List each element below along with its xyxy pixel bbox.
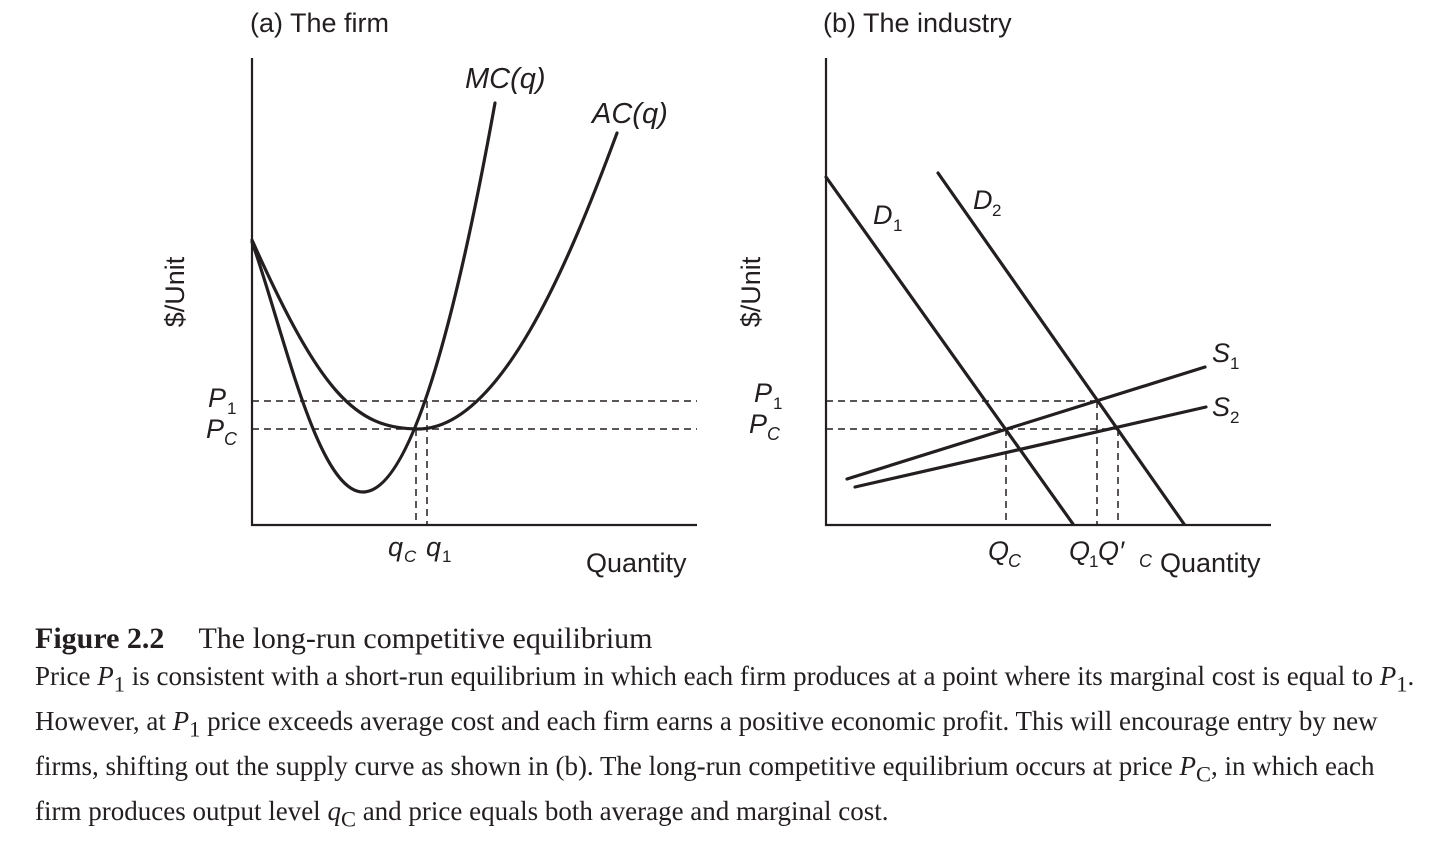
- panel-b-qpc-label: Q′ C: [1098, 536, 1153, 571]
- caption-figure-label: Figure 2.2: [35, 622, 165, 655]
- panel-a-y-axis-label: $/Unit: [160, 256, 190, 327]
- svg-text:1: 1: [442, 547, 451, 566]
- panel-a-axes: [250, 58, 697, 527]
- figure-caption: Figure 2.2 The long-run competitive equil…: [35, 620, 1425, 838]
- panel-a-q1-label: q 1: [426, 532, 451, 566]
- svg-text:S: S: [1212, 392, 1230, 422]
- svg-text:2: 2: [1230, 408, 1239, 427]
- ac-curve: [250, 131, 619, 431]
- panel-a-p1-label: P 1: [208, 383, 236, 418]
- svg-text:Q′: Q′: [1098, 536, 1125, 566]
- caption-heading: Figure 2.2 The long-run competitive equil…: [35, 620, 1425, 658]
- d2-curve: [936, 171, 1186, 526]
- svg-text:1: 1: [773, 394, 782, 413]
- panel-b-qc-label: Q C: [988, 536, 1022, 571]
- svg-text:C: C: [767, 424, 781, 444]
- panel-b-q1-label: Q 1: [1069, 536, 1098, 571]
- svg-text:C: C: [404, 547, 417, 566]
- svg-text:1: 1: [1230, 354, 1239, 373]
- svg-text:q: q: [388, 532, 403, 562]
- svg-text:1: 1: [227, 399, 236, 418]
- svg-text:C: C: [224, 429, 238, 449]
- caption-body: Price P1 is consistent with a short-run …: [35, 661, 1415, 832]
- panel-a-qc-label: q C: [388, 532, 417, 566]
- svg-text:P: P: [749, 409, 767, 439]
- mc-curve-label: MC(q): [465, 63, 546, 95]
- svg-text:2: 2: [992, 201, 1001, 220]
- panel-b-pc-label: P C: [749, 409, 781, 444]
- svg-text:1: 1: [1089, 552, 1098, 571]
- svg-text:C: C: [1008, 551, 1022, 571]
- svg-text:Q: Q: [988, 536, 1009, 566]
- panel-b-x-axis-label: Quantity: [1160, 548, 1261, 578]
- caption-title: The long-run competitive equilibrium: [198, 622, 653, 655]
- panel-b-axes: [824, 58, 1271, 527]
- svg-text:P: P: [206, 414, 224, 444]
- panel-a-pc-label: P C: [206, 414, 238, 449]
- d2-curve-label: D 2: [973, 185, 1001, 220]
- s2-curve: [853, 405, 1208, 489]
- mc-curve: [250, 101, 497, 494]
- panel-a-firm: (a) The firm $/Unit Quantity MC(q) AC(q)…: [160, 8, 697, 578]
- svg-text:q: q: [426, 532, 441, 562]
- svg-text:P: P: [754, 378, 772, 408]
- svg-text:C: C: [1139, 551, 1153, 571]
- ac-curve-label: AC(q): [590, 98, 668, 130]
- panel-a-x-axis-label: Quantity: [586, 548, 687, 578]
- d1-curve: [824, 175, 1075, 526]
- panel-b-p1-label: P 1: [754, 378, 782, 413]
- svg-text:P: P: [208, 383, 226, 413]
- svg-text:D: D: [973, 185, 993, 215]
- s2-curve-label: S 2: [1212, 392, 1239, 427]
- svg-text:D: D: [873, 200, 893, 230]
- panel-b-industry: (b) The industry $/Unit Quantity D 1 D 2…: [736, 8, 1271, 578]
- panel-a-title: (a) The firm: [250, 8, 389, 38]
- svg-text:1: 1: [893, 216, 902, 235]
- panel-b-y-axis-label: $/Unit: [736, 256, 766, 327]
- d1-curve-label: D 1: [873, 200, 902, 235]
- panel-b-title: (b) The industry: [823, 8, 1012, 38]
- s1-curve: [845, 365, 1207, 481]
- figure-diagram: (a) The firm $/Unit Quantity MC(q) AC(q)…: [160, 8, 1271, 578]
- svg-text:S: S: [1212, 338, 1230, 368]
- svg-text:Q: Q: [1069, 536, 1090, 566]
- s1-curve-label: S 1: [1212, 338, 1239, 373]
